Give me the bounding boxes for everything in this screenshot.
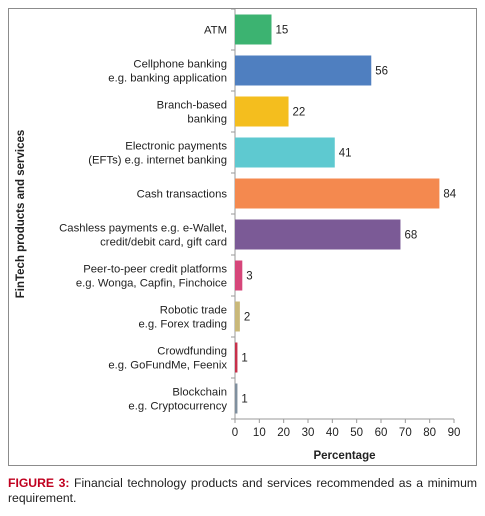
x-tick-label: 70 [399,427,412,439]
bar [235,55,372,86]
bar [235,178,440,209]
y-axis-title: FinTech products and services [15,130,27,299]
category-label: banking [187,114,227,126]
bar-value-label: 1 [241,353,247,365]
category-label: Cashless payments e.g. e-Wallet, [59,223,227,235]
category-label: Cash transactions [137,189,228,201]
caption-label: FIGURE 3: [8,476,70,490]
category-label: Branch-based [157,100,227,112]
bar-value-label: 68 [404,230,417,242]
category-label: e.g. GoFundMe, Feenix [108,360,227,372]
category-label: e.g. Cryptocurrency [128,401,227,413]
category-label: Peer-to-peer credit platforms [83,264,227,276]
figure-caption: FIGURE 3: Financial technology products … [8,476,477,506]
bar [235,14,272,45]
chart-frame: 15 ATM 56 Cellphone banking e.g. banking app… [8,8,477,466]
bar-value-label: 22 [293,107,306,119]
x-axis-title: Percentage [313,450,375,462]
bar [235,301,240,332]
bar [235,260,243,291]
bar-chart: 15 ATM 56 Cellphone banking e.g. banking app… [15,9,461,462]
x-tick-label: 30 [302,427,315,439]
category-label: Crowdfunding [157,346,227,358]
bar-value-label: 2 [244,312,250,324]
category-label: Electronic payments [125,141,227,153]
bar [235,383,238,414]
x-tick-label: 60 [375,427,388,439]
x-tick-label: 80 [423,427,436,439]
bar [235,96,289,127]
bar-value-label: 41 [339,148,352,160]
bar-value-label: 3 [246,271,252,283]
x-tick-label: 40 [326,427,339,439]
bar [235,342,238,373]
bar-value-label: 56 [375,66,388,78]
x-tick-label: 0 [232,427,238,439]
category-label: Blockchain [172,387,227,399]
category-label: e.g. banking application [108,73,227,85]
category-label: Robotic trade [160,305,227,317]
bar [235,219,401,250]
caption-text: Financial technology products and servic… [8,476,477,505]
bar [235,137,335,168]
category-label: ATM [204,25,227,37]
category-label: (EFTs) e.g. internet banking [88,155,227,167]
x-tick-label: 90 [448,427,461,439]
bar-value-label: 84 [443,189,456,201]
x-tick-label: 50 [350,427,363,439]
x-tick-label: 10 [253,427,266,439]
bar-value-label: 1 [241,394,247,406]
category-label: Cellphone banking [133,59,227,71]
category-label: e.g. Forex trading [138,319,227,331]
category-label: e.g. Wonga, Capfin, Finchoice [76,278,227,290]
bar-value-label: 15 [276,25,289,37]
category-label: credit/debit card, gift card [100,237,227,249]
x-tick-label: 20 [277,427,290,439]
